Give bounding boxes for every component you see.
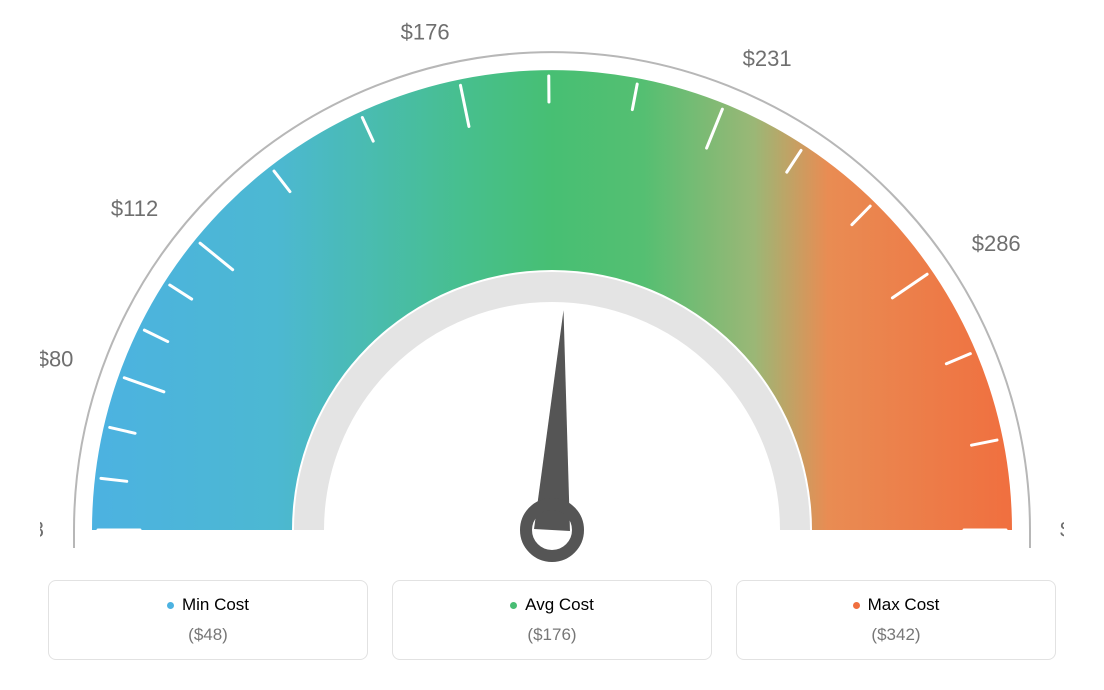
svg-text:$48: $48 bbox=[40, 517, 44, 542]
legend-label-min: Min Cost bbox=[167, 595, 249, 615]
chart-container: $48 $80 $112 $176 $231 $286 $342 Min Cost ($48… bbox=[0, 0, 1104, 690]
legend-card-min: Min Cost ($48) bbox=[48, 580, 368, 660]
legend-text-max: Max Cost bbox=[868, 595, 940, 615]
legend-label-max: Max Cost bbox=[853, 595, 940, 615]
gauge-chart: $48 $80 $112 $176 $231 $286 $342 bbox=[40, 10, 1064, 570]
legend-dot-min bbox=[167, 602, 174, 609]
svg-text:$342: $342 bbox=[1060, 517, 1064, 542]
legend-value-avg: ($176) bbox=[403, 625, 701, 645]
legend-value-min: ($48) bbox=[59, 625, 357, 645]
svg-text:$112: $112 bbox=[111, 196, 158, 221]
legend-row: Min Cost ($48) Avg Cost ($176) Max Cost … bbox=[40, 580, 1064, 660]
svg-text:$286: $286 bbox=[972, 231, 1021, 256]
legend-text-avg: Avg Cost bbox=[525, 595, 594, 615]
legend-label-avg: Avg Cost bbox=[510, 595, 594, 615]
svg-text:$231: $231 bbox=[743, 46, 792, 71]
legend-dot-max bbox=[853, 602, 860, 609]
legend-text-min: Min Cost bbox=[182, 595, 249, 615]
svg-text:$80: $80 bbox=[40, 347, 73, 372]
legend-dot-avg bbox=[510, 602, 517, 609]
legend-value-max: ($342) bbox=[747, 625, 1045, 645]
svg-text:$176: $176 bbox=[401, 19, 450, 44]
legend-card-max: Max Cost ($342) bbox=[736, 580, 1056, 660]
legend-card-avg: Avg Cost ($176) bbox=[392, 580, 712, 660]
